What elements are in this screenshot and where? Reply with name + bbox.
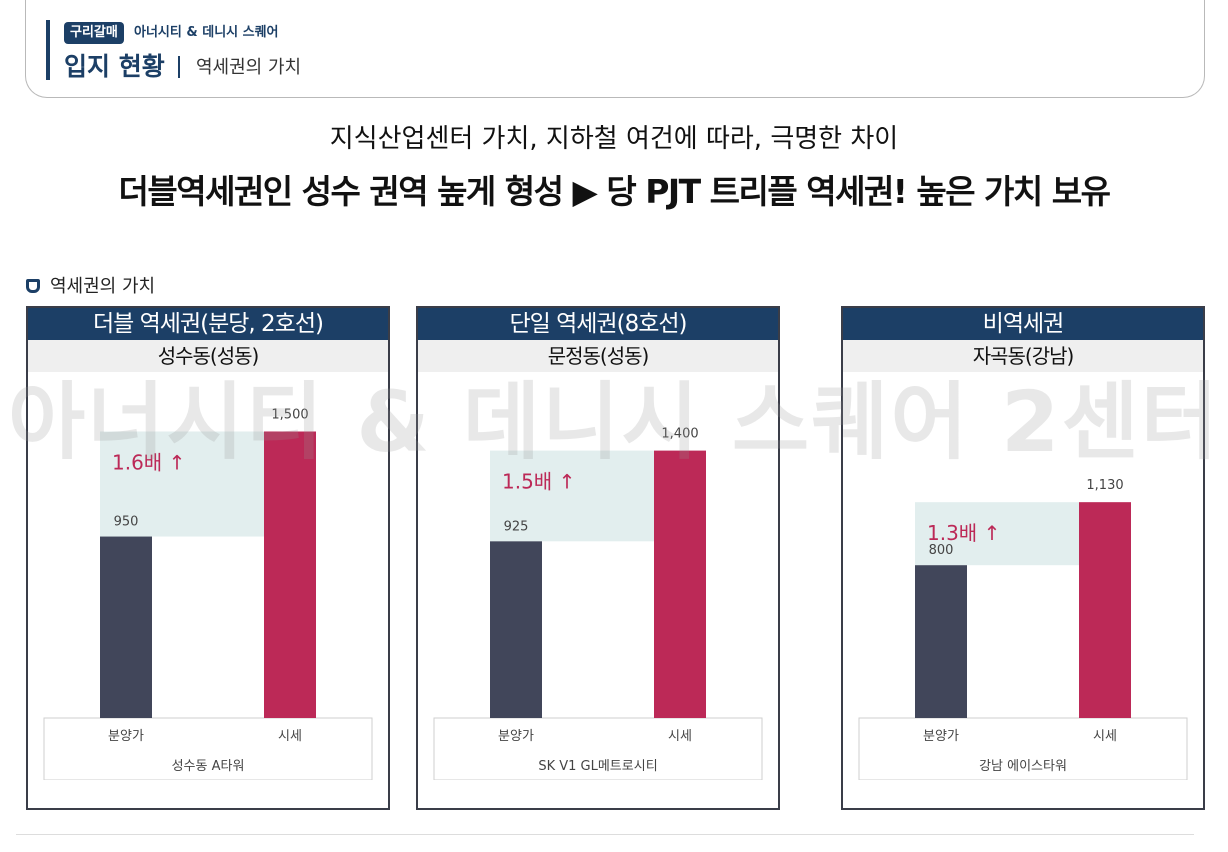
panel-title: 더블 역세권(분당, 2호선) xyxy=(28,308,388,340)
value-label-market: 1,130 xyxy=(1086,478,1123,493)
category-box-mask xyxy=(843,780,1203,808)
value-label-presale: 925 xyxy=(504,519,529,534)
bar-presale xyxy=(490,541,542,718)
category-label: 분양가 xyxy=(923,729,959,744)
bar-presale xyxy=(100,536,152,718)
ratio-label: 1.3배 ↑ xyxy=(927,521,1000,545)
page-subtitle: 역세권의 가치 xyxy=(196,57,302,78)
building-name: 강남 에이스타워 xyxy=(979,759,1067,774)
header-accent-bar xyxy=(46,20,50,80)
category-box-mask xyxy=(418,780,778,808)
value-label-market: 1,500 xyxy=(271,408,308,423)
footer-divider xyxy=(16,834,1194,835)
building-name: SK V1 GL메트로시티 xyxy=(538,759,657,774)
ratio-label: 1.6배 ↑ xyxy=(112,451,185,475)
category-label: 분양가 xyxy=(108,729,144,744)
value-label-market: 1,400 xyxy=(661,427,698,442)
location-badge: 구리갈매 xyxy=(64,22,124,44)
category-label: 시세 xyxy=(278,729,302,744)
section-label-text: 역세권의 가치 xyxy=(50,276,156,297)
ratio-band xyxy=(490,450,654,542)
title-divider xyxy=(178,56,180,78)
panel-subtitle: 자곡동(강남) xyxy=(843,340,1203,372)
building-name: 성수동 A타워 xyxy=(172,759,245,774)
ratio-label: 1.5배 ↑ xyxy=(502,470,575,494)
category-label: 시세 xyxy=(668,729,692,744)
ratio-band xyxy=(915,502,1079,566)
chart-panel-single-station: 925 1,400 1.5배 ↑ 분양가 시세 SK V1 GL메트로시티 단일 역세권(… xyxy=(416,306,780,810)
chart-svg: 925 1,400 1.5배 ↑ 분양가 시세 SK V1 GL메트로시티 xyxy=(418,427,778,808)
category-label: 분양가 xyxy=(498,729,534,744)
category-label: 시세 xyxy=(1093,729,1117,744)
panel-title: 비역세권 xyxy=(843,308,1203,340)
panel-subtitle: 문정동(성동) xyxy=(418,340,778,372)
bar-market xyxy=(264,431,316,718)
panel-title: 단일 역세권(8호선) xyxy=(418,308,778,340)
page-title: 입지 현황 xyxy=(64,52,165,81)
project-name: 아너시티 & 데니시 스퀘어 xyxy=(134,25,279,40)
panel-subtitle: 성수동(성동) xyxy=(28,340,388,372)
section-label: 역세권의 가치 xyxy=(26,275,155,299)
page-header: 구리갈매 아너시티 & 데니시 스퀘어 입지 현황 역세권의 가치 xyxy=(25,0,1205,98)
headline-secondary: 더블역세권인 성수 권역 높게 형성 ▶ 당 PJT 트리플 역세권! 높은 가… xyxy=(118,172,1112,211)
value-label-presale: 800 xyxy=(929,543,954,558)
bar-market xyxy=(654,450,706,718)
section-marker-icon xyxy=(26,279,40,293)
category-box-mask xyxy=(28,780,388,808)
value-label-presale: 950 xyxy=(114,515,139,530)
bar-presale xyxy=(915,565,967,718)
bar-market xyxy=(1079,502,1131,718)
ratio-band xyxy=(100,431,264,537)
headline-primary: 지식산업센터 가치, 지하철 여건에 따라, 극명한 차이 xyxy=(329,124,899,154)
